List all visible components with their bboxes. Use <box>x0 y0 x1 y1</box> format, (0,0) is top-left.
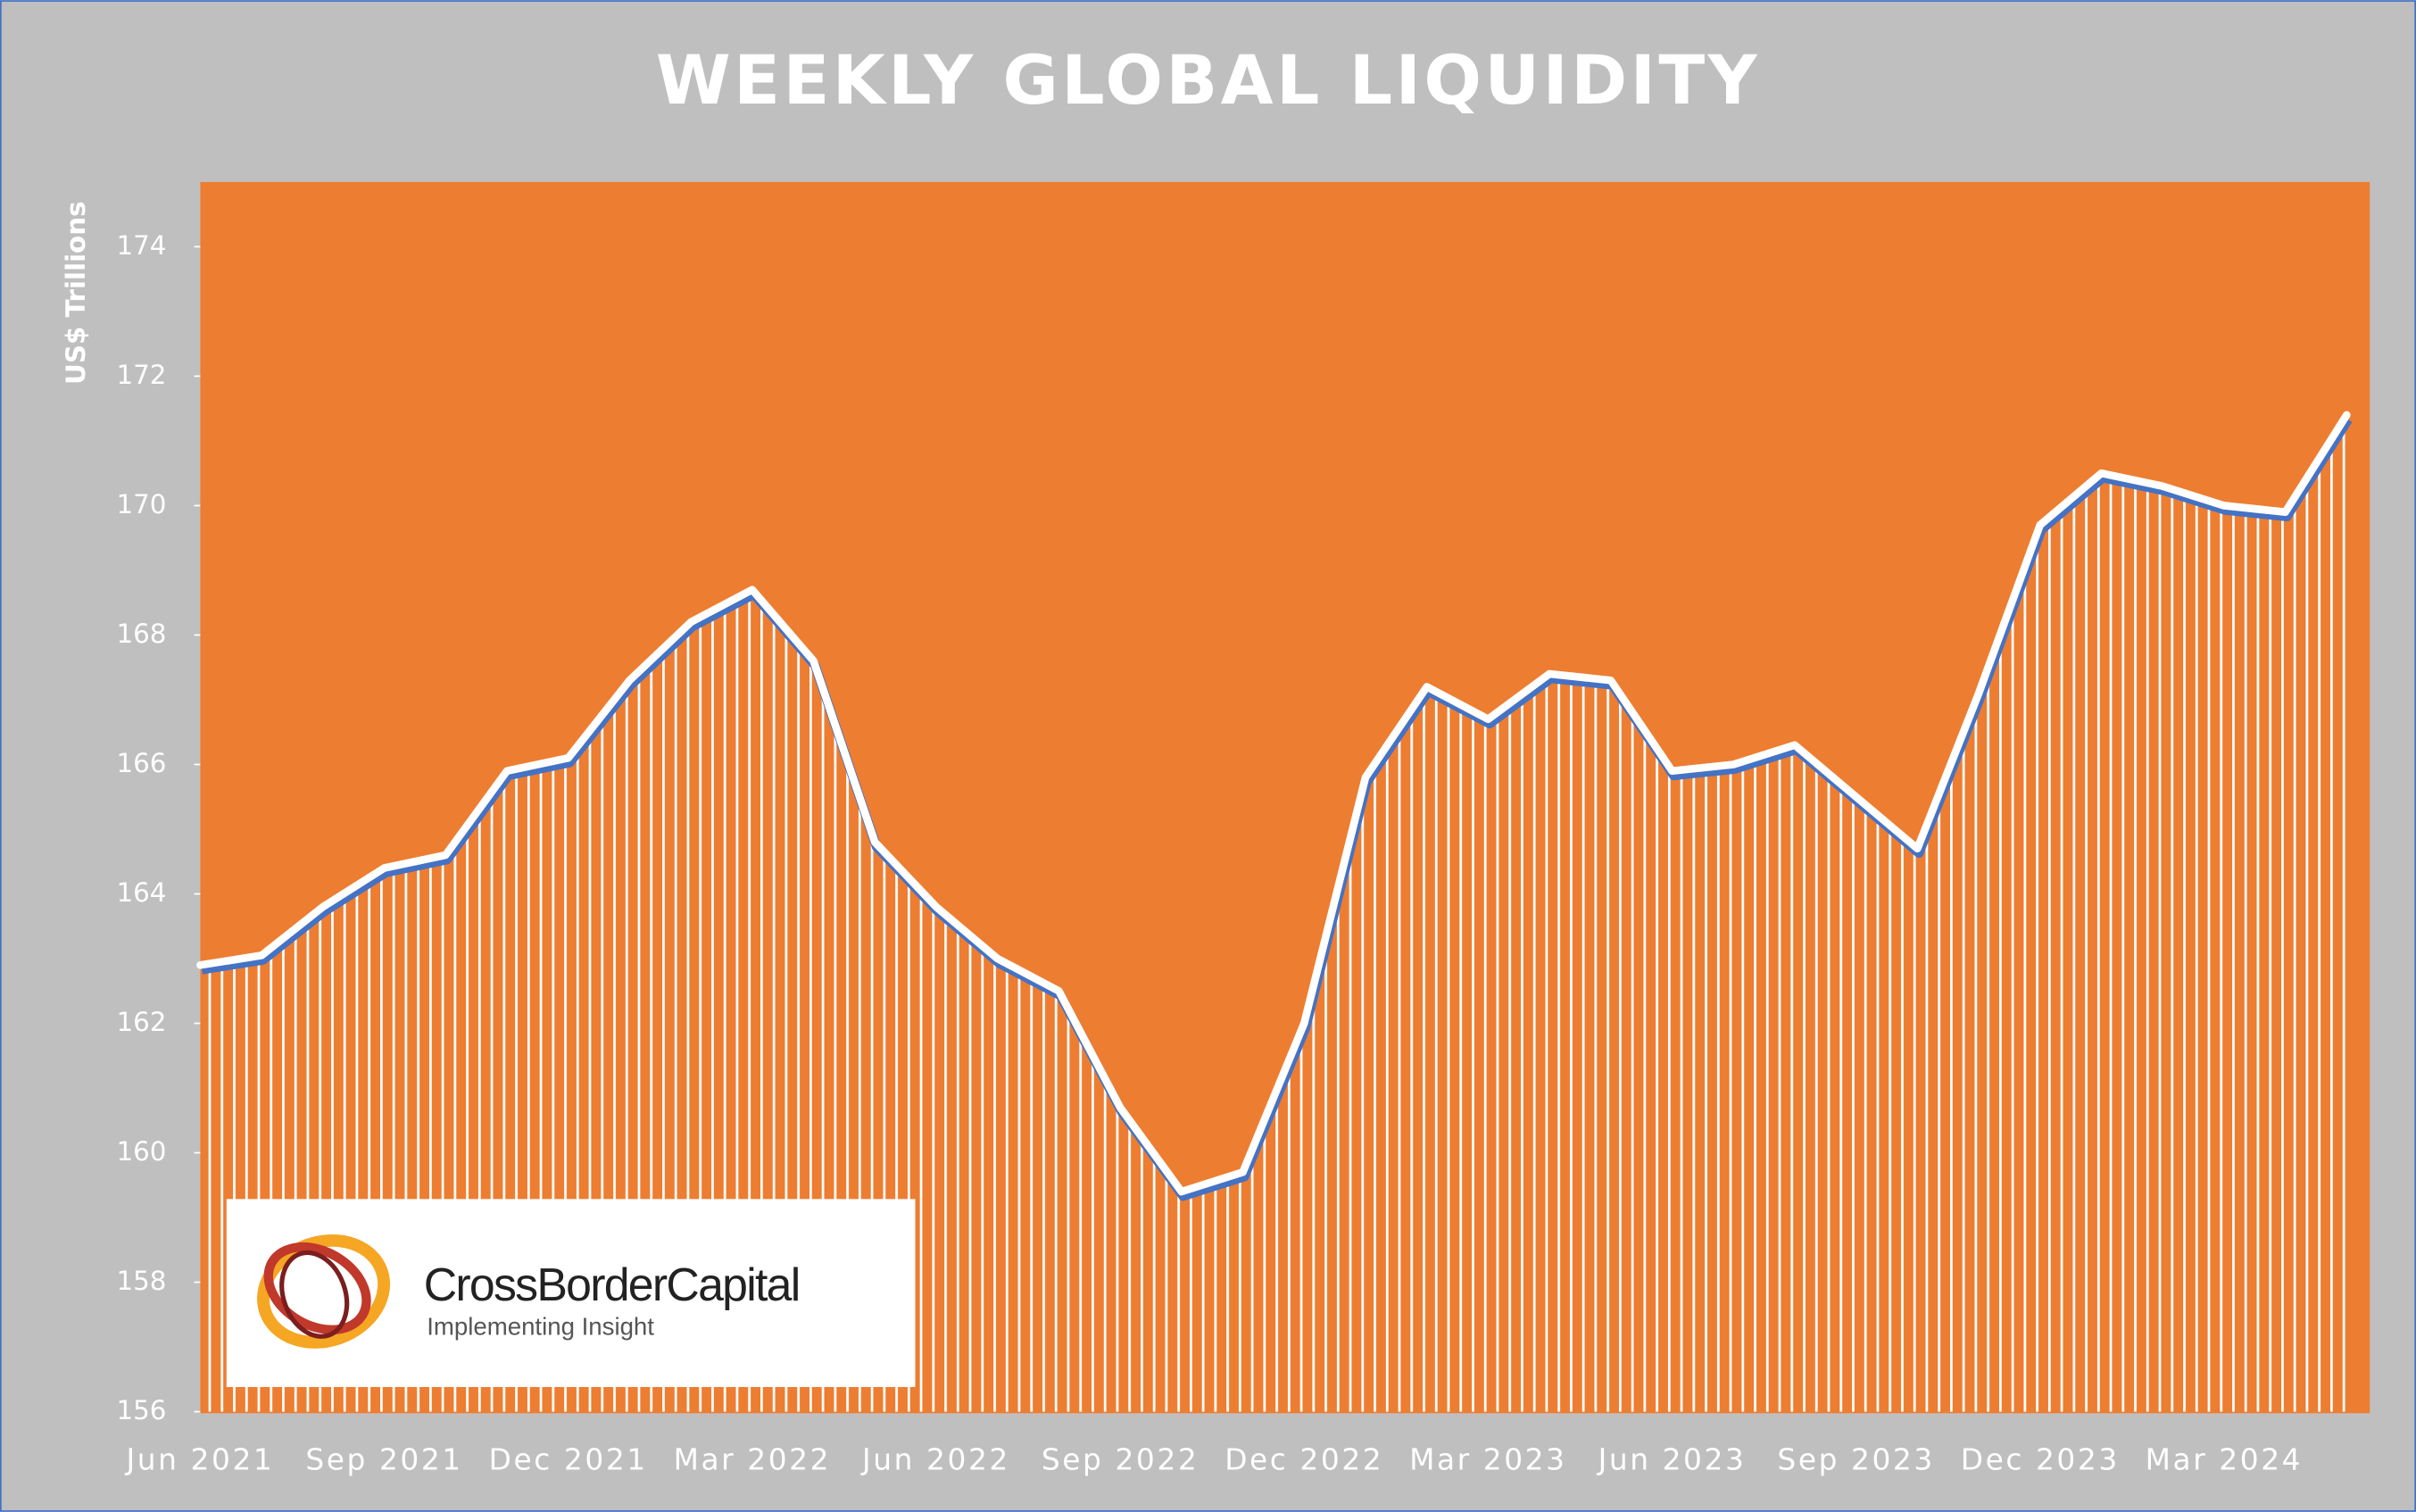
y-tick-label: 160 <box>116 1136 166 1167</box>
x-tick-label: Sep 2022 <box>1042 1442 1199 1476</box>
y-tick-label: 162 <box>116 1007 166 1037</box>
x-tick-label: Sep 2021 <box>305 1442 462 1476</box>
x-tick-label: Dec 2021 <box>489 1442 648 1476</box>
x-tick-label: Mar 2024 <box>2146 1442 2304 1476</box>
y-axis-label: US$ Trillions <box>61 201 91 385</box>
y-tick-label: 170 <box>116 489 166 519</box>
y-tick-label: 166 <box>116 748 166 778</box>
x-tick-label: Jun 2021 <box>125 1442 275 1476</box>
y-tick-label: 158 <box>116 1266 166 1296</box>
logo-ring <box>263 1242 371 1335</box>
logo-box <box>226 1199 916 1387</box>
y-tick-label: 168 <box>116 619 166 649</box>
logo-tagline: Implementing Insight <box>427 1313 654 1341</box>
y-tick-label: 174 <box>116 230 166 261</box>
y-tick-label: 156 <box>116 1395 166 1425</box>
x-tick-label: Mar 2022 <box>674 1442 832 1476</box>
x-tick-label: Dec 2022 <box>1225 1442 1383 1476</box>
logo-name: CrossBorderCapital <box>424 1259 800 1310</box>
area <box>200 414 2347 1412</box>
chart-title: WEEKLY GLOBAL LIQUIDITY <box>656 40 1760 120</box>
x-tick-label: Jun 2022 <box>860 1442 1010 1476</box>
x-tick-label: Dec 2023 <box>1961 1442 2120 1476</box>
y-tick-label: 172 <box>116 360 166 390</box>
y-tick-label: 164 <box>116 877 166 908</box>
x-tick-label: Mar 2023 <box>1409 1442 1567 1476</box>
x-tick-label: Sep 2023 <box>1777 1442 1934 1476</box>
logo-ring <box>279 1250 350 1339</box>
x-tick-label: Jun 2023 <box>1597 1442 1747 1476</box>
line <box>196 411 2351 1196</box>
logo: CrossBorderCapital Implementing Insight <box>226 1199 916 1387</box>
